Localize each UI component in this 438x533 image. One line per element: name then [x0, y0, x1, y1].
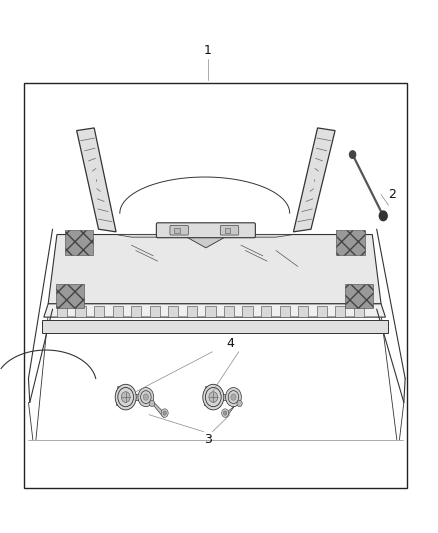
Circle shape [209, 392, 218, 402]
FancyBboxPatch shape [220, 225, 239, 235]
Circle shape [115, 384, 136, 410]
Bar [113, 306, 123, 317]
Circle shape [143, 394, 148, 400]
Text: 3: 3 [204, 433, 212, 446]
Circle shape [118, 387, 134, 407]
Polygon shape [184, 236, 228, 248]
Bar [131, 306, 141, 317]
Circle shape [350, 151, 356, 158]
Bar [279, 306, 290, 317]
Circle shape [161, 409, 168, 417]
Circle shape [226, 387, 241, 407]
Bar [168, 306, 178, 317]
Polygon shape [44, 304, 385, 317]
Polygon shape [117, 386, 120, 390]
Polygon shape [204, 390, 207, 405]
Text: 1: 1 [204, 44, 212, 57]
Circle shape [141, 391, 151, 403]
Circle shape [222, 409, 229, 417]
Polygon shape [150, 401, 166, 417]
Polygon shape [116, 390, 120, 405]
Polygon shape [293, 128, 335, 232]
Bar [261, 306, 271, 317]
Bar [336, 230, 364, 255]
Polygon shape [77, 128, 116, 232]
Bar [56, 284, 84, 308]
Bar [335, 306, 346, 317]
Circle shape [228, 391, 239, 403]
Polygon shape [48, 235, 381, 304]
Bar [130, 394, 146, 400]
Circle shape [205, 387, 221, 407]
Text: 4: 4 [226, 337, 234, 350]
Circle shape [231, 394, 236, 400]
Circle shape [163, 411, 166, 415]
Bar [64, 230, 93, 255]
Bar [174, 228, 180, 233]
FancyBboxPatch shape [170, 225, 188, 235]
Polygon shape [205, 386, 207, 390]
Bar [224, 306, 234, 317]
Circle shape [379, 211, 387, 221]
Circle shape [223, 411, 227, 415]
Bar [354, 306, 364, 317]
Polygon shape [116, 235, 293, 237]
Circle shape [203, 384, 224, 410]
Circle shape [149, 400, 155, 407]
Bar [24, 83, 407, 488]
Circle shape [237, 400, 242, 407]
Circle shape [121, 392, 130, 402]
Bar [150, 306, 160, 317]
Bar [243, 306, 253, 317]
Bar [75, 306, 86, 317]
Polygon shape [224, 401, 240, 417]
Bar [57, 306, 67, 317]
FancyBboxPatch shape [156, 223, 255, 238]
Bar [187, 306, 197, 317]
Bar [205, 306, 215, 317]
Bar [225, 228, 230, 233]
Bar [218, 394, 233, 400]
Bar [345, 284, 373, 308]
Bar [298, 306, 308, 317]
Bar [317, 306, 327, 317]
Polygon shape [42, 320, 388, 333]
Bar [94, 306, 104, 317]
Circle shape [138, 387, 154, 407]
Text: 2: 2 [388, 188, 396, 201]
